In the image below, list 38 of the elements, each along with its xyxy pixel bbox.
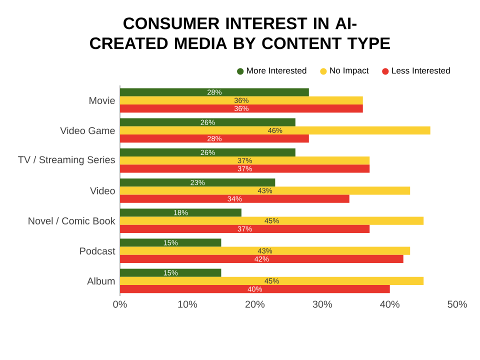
bar <box>120 134 309 143</box>
legend-label: Less Interested <box>392 67 450 74</box>
bar <box>120 254 404 264</box>
y-tick-label: TV / Streaming Series <box>18 156 115 166</box>
bar <box>120 126 430 135</box>
chart-title: CONSUMER INTEREST IN AI-CREATED MEDIA BY CONTENT TYPE <box>90 18 390 50</box>
x-tick-label: 0% <box>113 300 127 308</box>
bar <box>120 276 424 286</box>
legend-label: More Interested <box>247 67 306 74</box>
bar <box>120 238 222 247</box>
bar <box>120 148 296 157</box>
bar <box>120 194 350 203</box>
x-tick-label: 40% <box>380 300 400 308</box>
x-tick-label: 20% <box>245 300 265 308</box>
bar <box>120 104 363 113</box>
y-tick-label: Video <box>90 187 115 194</box>
bar <box>120 216 424 225</box>
y-tick-label: Movie <box>90 96 115 104</box>
bar <box>120 186 410 195</box>
bar <box>120 178 276 187</box>
x-tick-label: 30% <box>312 300 332 308</box>
bar <box>120 156 370 165</box>
y-tick-label: Novel / Comic Book <box>28 217 116 224</box>
bar <box>120 224 370 233</box>
bar <box>120 208 242 217</box>
x-tick-label: 50% <box>448 300 467 308</box>
bar <box>120 246 410 255</box>
y-tick-label: Video Game <box>60 126 115 134</box>
bar <box>120 285 390 294</box>
bar <box>120 164 370 173</box>
legend-label: No Impact <box>330 67 369 76</box>
y-tick-label: Album <box>87 277 115 285</box>
bar <box>120 268 222 277</box>
y-tick-label: Podcast <box>80 247 116 255</box>
bar <box>120 96 363 104</box>
x-tick-label: 10% <box>178 300 198 308</box>
bar <box>120 118 296 126</box>
bar <box>120 88 309 96</box>
